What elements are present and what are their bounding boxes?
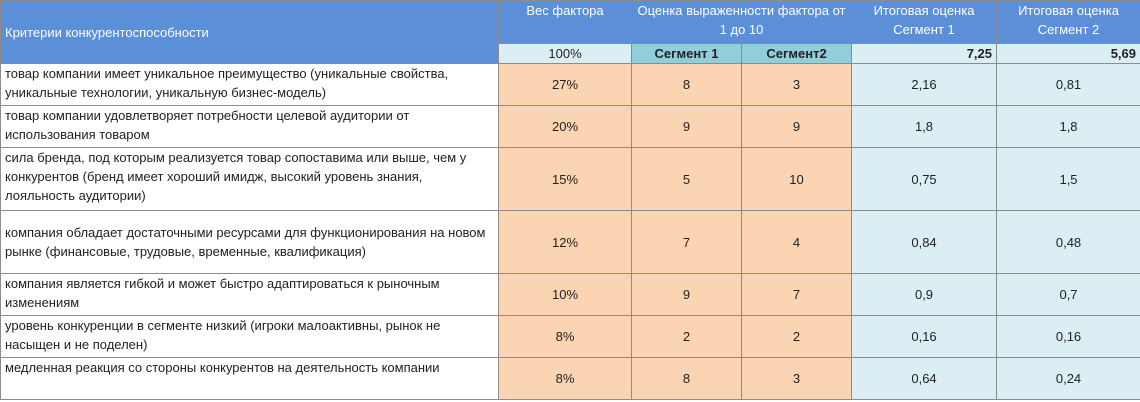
weight-cell: 15% [498,147,632,211]
total2-cell: 0,24 [996,357,1140,400]
total2-cell: 0,81 [996,63,1140,106]
criterion-cell: медленная реакция со стороны конкурентов… [0,357,499,400]
segment2-score-cell: 3 [740,357,853,400]
weight-cell: 10% [498,273,632,316]
segment2-score-cell: 9 [740,105,853,148]
table-row: товар компании имеет уникальное преимуще… [0,63,1140,106]
table-row: уровень конкуренции в сегменте низкий (и… [0,315,1140,358]
segment2-score-cell: 4 [740,210,853,274]
total2-cell: 0,48 [996,210,1140,274]
total1-cell: 0,64 [851,357,998,400]
segment1-score-cell: 2 [631,315,742,358]
criterion-cell: компания является гибкой и может быстро … [0,273,499,316]
segment1-score-cell: 5 [631,147,742,211]
segment2-score-cell: 3 [740,63,853,106]
total2-cell: 1,5 [996,147,1140,211]
segment2-score-cell: 2 [740,315,853,358]
weight-cell: 12% [498,210,632,274]
criterion-cell: товар компании удовлетворяет потребности… [0,105,499,148]
segment1-score-cell: 9 [631,273,742,316]
total1-cell: 1,8 [851,105,998,148]
segment1-score-cell: 9 [631,105,742,148]
weight-cell: 8% [498,315,632,358]
header-row: Критерии конкурентоспособности Вес факто… [0,0,1140,64]
segment2-label: Сегмент2 [740,43,853,64]
weight-cell: 27% [498,63,632,106]
total1-sum: 7,25 [851,43,998,64]
weight-cell: 20% [498,105,632,148]
segment1-score-cell: 8 [631,63,742,106]
total2-cell: 0,16 [996,315,1140,358]
table-row: товар компании удовлетворяет потребности… [0,105,1140,148]
total2-cell: 0,7 [996,273,1140,316]
score-header: Оценка выраженности фактора от 1 до 10 [630,0,853,44]
criterion-cell: сила бренда, под которым реализуется тов… [0,147,499,211]
table-row: компания является гибкой и может быстро … [0,273,1140,316]
weight-header: Вес фактора [498,0,632,44]
total1-cell: 0,75 [851,147,998,211]
segment2-score-cell: 7 [740,273,853,316]
weight-cell: 8% [498,357,632,400]
total2-header: Итоговая оценка Сегмент 2 [996,0,1140,44]
table-row: компания обладает достаточными ресурсами… [0,210,1140,274]
segment1-label: Сегмент 1 [631,43,742,64]
total1-cell: 2,16 [851,63,998,106]
total1-cell: 0,84 [851,210,998,274]
segment2-score-cell: 10 [740,147,853,211]
total2-cell: 1,8 [996,105,1140,148]
total1-cell: 0,9 [851,273,998,316]
weight-total: 100% [498,43,632,64]
total1-header: Итоговая оценка Сегмент 1 [851,0,998,44]
criteria-header: Критерии конкурентоспособности [0,0,499,64]
total1-cell: 0,16 [851,315,998,358]
table-row: медленная реакция со стороны конкурентов… [0,357,1140,400]
segment1-score-cell: 8 [631,357,742,400]
criterion-cell: уровень конкуренции в сегменте низкий (и… [0,315,499,358]
segment1-score-cell: 7 [631,210,742,274]
subheader-row: 100% Сегмент 1 Сегмент2 7,25 5,69 [1,43,1140,64]
table-row: сила бренда, под которым реализуется тов… [0,147,1140,211]
criterion-cell: компания обладает достаточными ресурсами… [0,210,499,274]
total2-sum: 5,69 [996,43,1140,64]
criterion-cell: товар компании имеет уникальное преимуще… [0,63,499,106]
